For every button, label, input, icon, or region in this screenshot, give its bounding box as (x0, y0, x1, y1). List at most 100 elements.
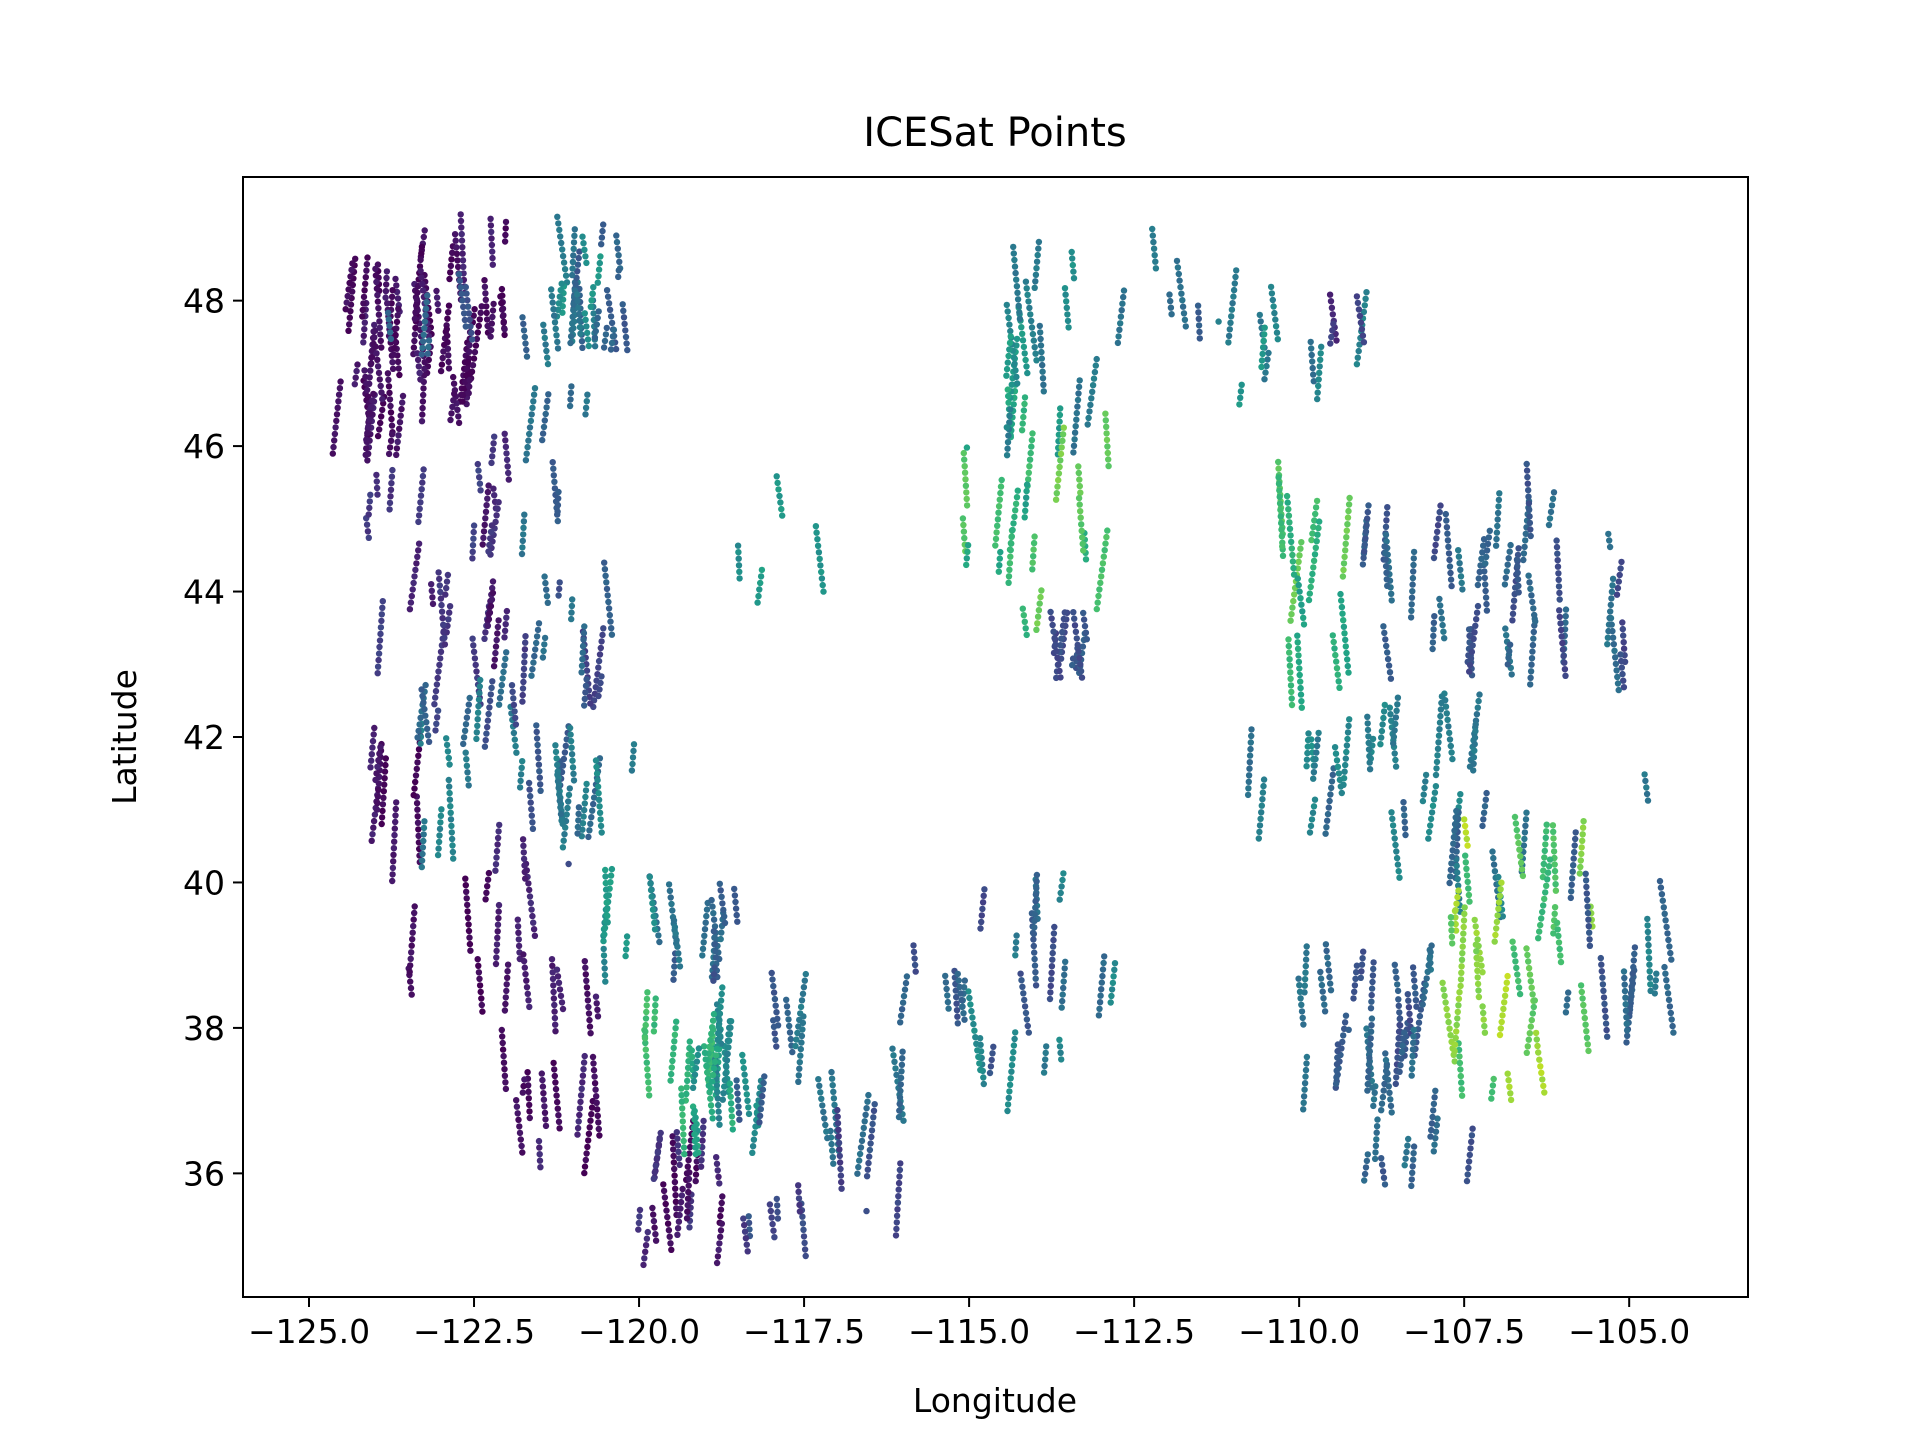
scatter-point (723, 1063, 730, 1071)
scatter-point (1306, 829, 1314, 836)
scatter-point (653, 1156, 660, 1163)
scatter-point (963, 489, 970, 496)
scatter-point (484, 876, 492, 883)
scatter-point (1029, 330, 1037, 338)
scatter-point (718, 1199, 725, 1207)
scatter-point (1108, 986, 1116, 993)
scatter-point (1069, 255, 1076, 262)
scatter-point (1345, 669, 1352, 676)
scatter-point (1567, 894, 1575, 902)
scatter-point (789, 1048, 796, 1056)
scatter-point (970, 1020, 977, 1028)
scatter-point (477, 676, 484, 684)
scatter-point (643, 995, 651, 1003)
scatter-point (470, 648, 478, 655)
scatter-point (1059, 997, 1066, 1005)
scatter-point (478, 995, 485, 1002)
scatter-point (980, 1074, 987, 1081)
scatter-point (1483, 600, 1490, 608)
scatter-point (721, 913, 728, 920)
scatter-point (1425, 962, 1432, 969)
scatter-point (831, 1101, 838, 1109)
scatter-point (1360, 948, 1367, 955)
scatter-point (784, 1009, 791, 1017)
scatter-point (1325, 804, 1333, 811)
scatter-point (1291, 591, 1298, 598)
scatter-point (554, 213, 561, 220)
scatter-point (417, 256, 424, 264)
scatter-point (363, 267, 370, 274)
scatter-point (1314, 389, 1321, 396)
scatter-point (1404, 1142, 1411, 1149)
scatter-point (1393, 854, 1401, 862)
scatter-point (1353, 361, 1361, 368)
scatter-point (1040, 1069, 1048, 1076)
scatter-point (425, 738, 433, 745)
scatter-point (1007, 406, 1014, 413)
scatter-point (1330, 320, 1337, 328)
scatter-point (369, 744, 376, 751)
scatter-point (1479, 822, 1486, 830)
scatter-point (1089, 382, 1097, 389)
scatter-point (1303, 943, 1310, 950)
scatter-point (830, 1095, 838, 1102)
scatter-point (1038, 348, 1045, 356)
scatter-point (1272, 316, 1279, 323)
scatter-point (835, 1139, 843, 1147)
scatter-point (1053, 648, 1060, 655)
scatter-point (1621, 981, 1628, 988)
scatter-point (1297, 691, 1305, 698)
scatter-point (1528, 1016, 1536, 1024)
scatter-point (1247, 739, 1255, 746)
scatter-point (736, 575, 743, 582)
scatter-point (1473, 948, 1480, 955)
scatter-point (1296, 988, 1304, 995)
scatter-point (1031, 344, 1038, 351)
scatter-point (1369, 978, 1376, 986)
scatter-point (1453, 807, 1460, 815)
scatter-point (1366, 752, 1373, 760)
scatter-point (1012, 367, 1019, 374)
scatter-point (443, 584, 450, 592)
scatter-point (1031, 955, 1038, 963)
scatter-point (1080, 616, 1088, 623)
scatter-point (1563, 1002, 1570, 1009)
scatter-point (866, 1146, 874, 1154)
scatter-point (437, 595, 445, 602)
scatter-point (1009, 526, 1016, 534)
scatter-point (575, 1118, 582, 1125)
scatter-point (1312, 544, 1320, 551)
scatter-point (607, 313, 615, 320)
scatter-point (447, 269, 454, 276)
scatter-point (1666, 943, 1673, 950)
scatter-point (796, 1208, 804, 1215)
scatter-point (578, 338, 586, 345)
scatter-point (555, 300, 563, 307)
scatter-point (1546, 515, 1554, 522)
scatter-point (509, 688, 516, 695)
scatter-point (441, 634, 448, 641)
scatter-point (1582, 1021, 1589, 1028)
scatter-point (1392, 720, 1399, 728)
scatter-point (1096, 999, 1104, 1006)
scatter-point (369, 397, 376, 404)
scatter-point (652, 1002, 659, 1009)
scatter-point (893, 1219, 900, 1226)
scatter-point (1056, 896, 1063, 903)
scatter-point (385, 376, 392, 383)
scatter-point (378, 389, 385, 396)
scatter-point (801, 1239, 808, 1247)
scatter-point (1550, 841, 1558, 849)
scatter-point (1546, 856, 1554, 863)
scatter-point (378, 814, 386, 821)
scatter-point (899, 999, 907, 1006)
scatter-point (643, 1002, 650, 1009)
scatter-point (1463, 835, 1471, 843)
scatter-point (364, 429, 371, 437)
scatter-point (1607, 608, 1614, 615)
y-tick-label: 36 (183, 1154, 225, 1193)
scatter-point (773, 1043, 780, 1050)
scatter-point (770, 1017, 777, 1024)
scatter-point (739, 1058, 747, 1065)
scatter-point (1372, 1149, 1379, 1156)
